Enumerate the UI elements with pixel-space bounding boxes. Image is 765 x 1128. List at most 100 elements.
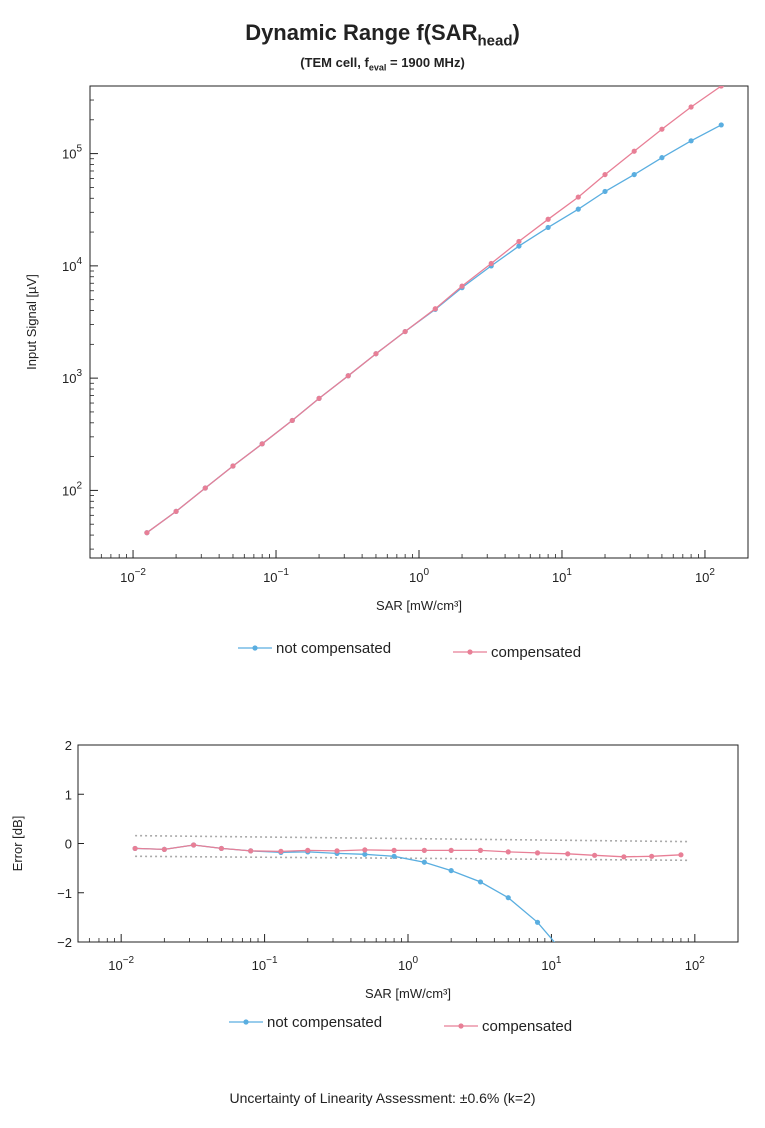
data-point	[421, 859, 427, 865]
legend-label: compensated	[482, 1018, 572, 1035]
data-point	[505, 895, 511, 901]
legend-label: compensated	[491, 644, 581, 661]
data-point	[191, 842, 197, 848]
data-point	[459, 283, 465, 289]
data-point	[477, 847, 484, 853]
data-point	[545, 224, 551, 231]
legend-item-compensated: compensated	[444, 1018, 572, 1035]
y-tick-label: 2	[65, 738, 72, 753]
y-tick-label: 104	[62, 256, 82, 274]
data-point	[477, 879, 484, 885]
data-point	[391, 847, 397, 853]
legend-item-compensated: compensated	[453, 644, 581, 661]
chart-subtitle: (TEM cell, feval = 1900 MHz)	[300, 55, 465, 73]
data-point	[602, 171, 608, 178]
data-point	[575, 194, 581, 200]
data-point	[448, 847, 454, 853]
legend-label: not compensated	[276, 640, 391, 657]
data-point	[421, 847, 427, 853]
y-axis-title: Error [dB]	[10, 816, 25, 872]
linearity-uncertainty-note: Uncertainty of Linearity Assessment: ±0.…	[229, 1090, 536, 1106]
data-point	[448, 867, 454, 874]
x-tick-label: 102	[695, 567, 715, 585]
series-line	[135, 844, 556, 942]
series-compensated	[132, 842, 684, 860]
data-point	[278, 848, 284, 854]
y-tick-label: 1	[65, 787, 72, 802]
y-tick-label: 103	[62, 368, 82, 386]
data-point	[649, 853, 655, 859]
legend-item-not-compensated: not compensated	[238, 640, 391, 657]
x-axis-title: SAR [mW/cm³]	[365, 986, 451, 1001]
data-point	[362, 851, 368, 857]
data-point	[259, 441, 265, 447]
data-point	[334, 848, 340, 854]
data-point	[545, 216, 551, 222]
series-not-compensated	[144, 122, 724, 536]
legend-swatch-marker	[243, 1019, 249, 1025]
x-tick-label: 101	[541, 955, 561, 973]
data-point	[391, 853, 397, 859]
data-point	[505, 849, 511, 855]
data-point	[132, 845, 138, 852]
data-point	[516, 238, 522, 245]
series-line	[135, 844, 681, 858]
data-point	[248, 848, 254, 854]
chart-title-subscript: head	[477, 32, 513, 50]
y-tick-label: 0	[65, 837, 72, 852]
data-point	[534, 919, 541, 925]
legend-item-not-compensated: not compensated	[229, 1014, 382, 1031]
data-point	[631, 171, 637, 178]
x-tick-label: 100	[398, 955, 418, 973]
x-axis-title: SAR [mW/cm³]	[376, 598, 462, 613]
data-point	[659, 155, 665, 161]
data-point	[621, 854, 627, 860]
data-point	[432, 306, 438, 312]
y-tick-label: 105	[62, 144, 82, 162]
x-tick-label: 100	[409, 567, 429, 585]
data-point	[575, 206, 581, 212]
data-point	[688, 138, 694, 144]
y-tick-label: −1	[57, 886, 72, 901]
data-point	[718, 86, 724, 89]
data-point	[173, 508, 179, 515]
data-point	[230, 463, 236, 469]
x-tick-label: 10−2	[108, 955, 134, 973]
data-point	[402, 328, 408, 335]
legend-swatch-marker	[458, 1023, 464, 1029]
legend-label: not compensated	[267, 1014, 382, 1031]
data-point	[631, 148, 637, 154]
data-point	[289, 417, 295, 424]
data-point	[565, 851, 571, 857]
data-point	[373, 351, 379, 357]
dynamic-range-plot: 10−2 10−1 100 101 102 102 103 104 105 SAR [mW/cm³…	[24, 85, 749, 661]
data-point	[316, 395, 322, 401]
x-tick-label: 10−1	[263, 567, 289, 585]
tolerance-band-line	[135, 834, 689, 843]
chart-title: Dynamic Range f(SARhead)	[245, 20, 520, 50]
legend-swatch-marker	[467, 649, 473, 655]
data-point	[345, 373, 351, 379]
x-tick-label: 102	[685, 955, 705, 973]
series-line	[146, 124, 722, 534]
plot-frame	[77, 744, 739, 943]
data-point	[602, 188, 608, 195]
data-point	[534, 850, 541, 856]
data-point	[202, 485, 208, 491]
data-point	[305, 847, 311, 853]
x-tick-label: 10−1	[252, 955, 278, 973]
legend-swatch-marker	[252, 645, 258, 651]
data-point	[560, 949, 565, 954]
data-point	[591, 852, 598, 858]
series-compensated	[144, 86, 724, 536]
y-axis-title: Input Signal [µV]	[24, 274, 39, 370]
data-point	[678, 852, 684, 858]
data-point	[488, 260, 494, 267]
data-point	[362, 847, 368, 853]
data-point	[659, 126, 665, 132]
data-point	[718, 122, 724, 128]
x-tick-label: 101	[552, 567, 572, 585]
x-tick-label: 10−2	[120, 567, 146, 585]
